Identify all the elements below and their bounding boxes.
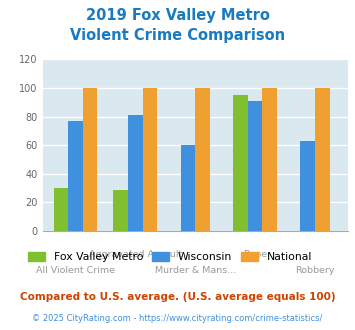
Bar	[83, 88, 97, 231]
Text: © 2025 CityRating.com - https://www.cityrating.com/crime-statistics/: © 2025 CityRating.com - https://www.city…	[32, 314, 323, 323]
Bar	[54, 188, 68, 231]
Bar	[300, 141, 315, 231]
Legend: Fox Valley Metro, Wisconsin, National: Fox Valley Metro, Wisconsin, National	[23, 248, 316, 267]
Bar	[262, 88, 277, 231]
Text: All Violent Crime: All Violent Crime	[36, 266, 115, 275]
Bar	[195, 88, 210, 231]
Text: Robbery: Robbery	[295, 266, 335, 275]
Bar	[181, 145, 195, 231]
Text: Compared to U.S. average. (U.S. average equals 100): Compared to U.S. average. (U.S. average …	[20, 292, 335, 302]
Text: Rape: Rape	[243, 250, 267, 259]
Bar	[68, 121, 83, 231]
Text: Murder & Mans...: Murder & Mans...	[155, 266, 236, 275]
Text: Aggravated Assault: Aggravated Assault	[89, 250, 182, 259]
Bar	[128, 115, 143, 231]
Bar	[248, 101, 262, 231]
Bar	[315, 88, 330, 231]
Text: Violent Crime Comparison: Violent Crime Comparison	[70, 28, 285, 43]
Bar	[114, 189, 128, 231]
Bar	[143, 88, 157, 231]
Text: 2019 Fox Valley Metro: 2019 Fox Valley Metro	[86, 8, 269, 23]
Bar	[233, 95, 248, 231]
